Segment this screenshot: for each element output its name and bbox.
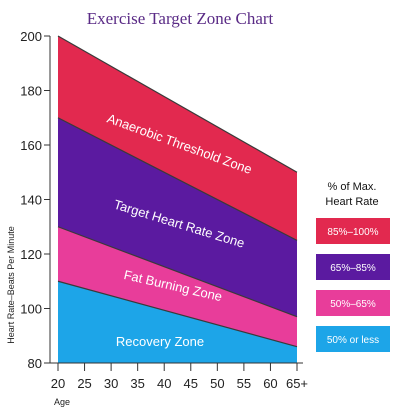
x-ticks: 20 25 30 35 40 45 50 55 60 65+ xyxy=(51,363,308,391)
legend-swatch xyxy=(316,290,390,316)
zone-area-anaerobic xyxy=(58,36,297,241)
y-tick-label: 200 xyxy=(20,29,42,44)
legend-swatch xyxy=(316,326,390,352)
legend-swatch xyxy=(316,218,390,244)
legend-swatch xyxy=(316,254,390,280)
y-ticks: 80 100 120 140 160 180 200 xyxy=(20,29,50,371)
x-tick-label: 60 xyxy=(263,376,277,391)
legend: % of Max. Heart Rate 85%–100% 65%–85% 50%–… xyxy=(316,181,390,352)
y-tick-label: 100 xyxy=(20,302,42,317)
zone-area-recovery xyxy=(58,281,297,363)
x-tick-label: 30 xyxy=(104,376,118,391)
y-tick-label: 120 xyxy=(20,247,42,262)
x-tick-label: 45 xyxy=(184,376,198,391)
x-tick-label: 20 xyxy=(51,376,65,391)
boundary-line xyxy=(57,280,298,348)
x-tick-label: 65+ xyxy=(286,376,308,391)
zone-area-fat-burning xyxy=(58,226,297,347)
boundary-line xyxy=(57,226,298,318)
x-tick-label: 55 xyxy=(237,376,251,391)
boundary-line xyxy=(57,35,298,173)
legend-item-label: 50%–65% xyxy=(330,299,376,310)
x-tick-label: 25 xyxy=(77,376,91,391)
legend-title-line-1: % of Max. xyxy=(328,181,377,193)
y-tick-label: 80 xyxy=(28,356,42,371)
boundary-line xyxy=(57,117,298,241)
x-tick-label: 35 xyxy=(130,376,144,391)
y-tick-label: 180 xyxy=(20,84,42,99)
legend-item-label: 50% or less xyxy=(327,335,379,346)
zone-area-target xyxy=(58,117,297,317)
x-tick-label: 40 xyxy=(157,376,171,391)
x-tick-label: 50 xyxy=(210,376,224,391)
y-tick-label: 140 xyxy=(20,193,42,208)
zone-label-recovery: Recovery Zone xyxy=(116,334,204,349)
y-axis-label: Heart Rate–Beats Per Minute xyxy=(6,226,16,344)
legend-title-line-2: Heart Rate xyxy=(325,196,378,208)
chart-title: Exercise Target Zone Chart xyxy=(87,9,274,28)
zone-areas xyxy=(58,36,297,363)
legend-item-label: 65%–85% xyxy=(330,263,376,274)
boundary-lines xyxy=(57,35,298,348)
legend-item-label: 85%–100% xyxy=(327,227,378,238)
x-axis-label: Age xyxy=(54,397,70,407)
y-tick-label: 160 xyxy=(20,138,42,153)
